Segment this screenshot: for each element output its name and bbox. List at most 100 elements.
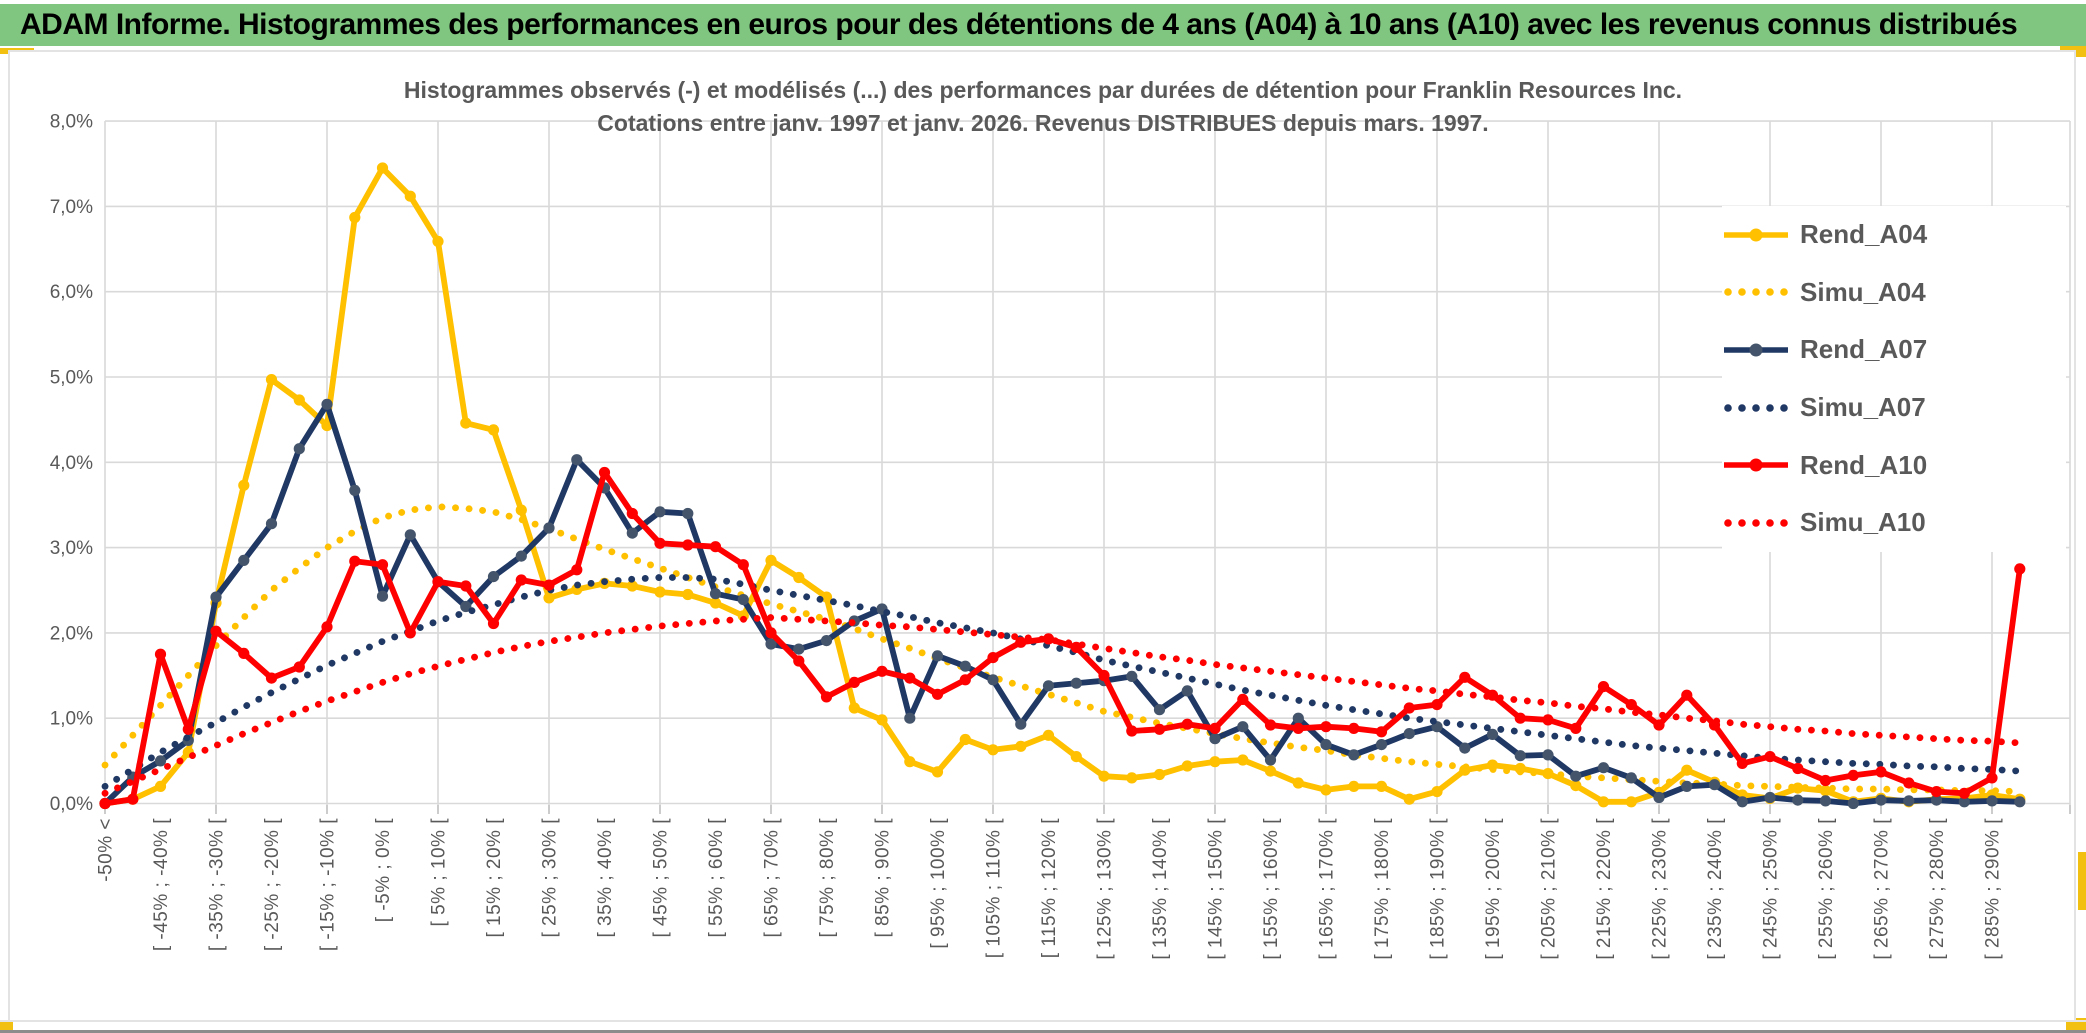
data-point [460, 580, 472, 592]
data-point [1764, 751, 1776, 763]
x-tick-label: [ 135% ; 140% [ [1150, 818, 1171, 960]
data-point [1986, 795, 1998, 807]
data-point [1237, 693, 1249, 706]
data-point [543, 522, 555, 534]
data-point [99, 797, 111, 810]
data-point [154, 755, 167, 767]
data-point [1181, 718, 1193, 730]
x-tick-label: [ 35% ; 40% [ [595, 818, 616, 938]
data-point [1264, 719, 1277, 731]
data-point [1764, 791, 1776, 804]
data-point [1348, 780, 1360, 793]
x-tick-label: [ 245% ; 250% [ [1761, 818, 1782, 960]
data-point [1542, 714, 1554, 726]
x-tick-label: [ 115% ; 120% [ [1039, 818, 1060, 958]
data-point [1375, 726, 1388, 738]
data-point [1459, 742, 1471, 754]
x-tick-label: [ 95% ; 100% [ [928, 818, 949, 949]
data-point [1126, 725, 1138, 737]
data-point [1736, 796, 1748, 808]
dotted-line-sample-icon [1724, 288, 1788, 297]
data-point [293, 394, 305, 406]
x-tick-label: [ -45% ; -40% [ [151, 818, 172, 951]
data-point [2014, 563, 2026, 575]
data-point [1042, 729, 1055, 741]
x-tick-label: [ 5% ; 10% [ [429, 818, 450, 927]
x-tick-label: [ 205% ; 210% [ [1539, 818, 1560, 960]
data-point [959, 674, 971, 686]
data-point [1264, 754, 1277, 766]
series-line-Simu_A10 [101, 614, 2024, 797]
data-point [987, 652, 999, 664]
data-point [793, 655, 805, 667]
data-point [1542, 749, 1554, 761]
data-point [1015, 740, 1027, 752]
data-point [1403, 793, 1415, 805]
data-point [1903, 777, 1915, 789]
data-point [1070, 751, 1082, 763]
data-point [2014, 796, 2026, 808]
data-point [1292, 712, 1304, 724]
data-point [1597, 762, 1610, 774]
data-point [1153, 723, 1166, 735]
data-point [1431, 786, 1443, 798]
data-point [238, 554, 250, 567]
data-point [1570, 722, 1582, 735]
data-point [321, 621, 333, 633]
legend-item-Rend_A10: Rend_A10 [1722, 436, 2066, 494]
data-point [737, 559, 749, 571]
data-point [682, 539, 694, 551]
data-point [460, 600, 472, 613]
data-point [709, 597, 722, 609]
page-title: ADAM Informe. Histogrammes des performan… [20, 8, 2018, 41]
data-point [654, 586, 666, 598]
data-point [1181, 760, 1193, 772]
data-point [265, 672, 278, 684]
data-point [1875, 794, 1887, 806]
data-point [1403, 702, 1415, 714]
data-point [376, 162, 389, 174]
solid-line-sample-icon [1724, 458, 1788, 472]
y-tick-label: 4,0% [50, 453, 93, 474]
solid-line-sample-icon [1724, 343, 1788, 357]
x-tick-label: [ 25% ; 30% [ [540, 818, 561, 938]
legend-item-Simu_A07: Simu_A07 [1722, 379, 2066, 437]
legend-item-label: Rend_A10 [1800, 449, 1928, 480]
data-point [515, 550, 527, 562]
y-tick-label: 6,0% [50, 282, 93, 303]
data-point [626, 580, 638, 592]
data-point [238, 647, 250, 660]
data-point [848, 676, 860, 689]
x-tick-label: [ 65% ; 70% [ [762, 818, 783, 938]
y-tick-label: 3,0% [50, 538, 93, 559]
data-point [404, 627, 416, 639]
data-point [876, 714, 888, 726]
data-point [1514, 712, 1526, 724]
y-axis-labels: 0,0% 1,0% 2,0% 3,0% 4,0% 5,0% 6,0% 7,0% 8,0% [50, 112, 93, 815]
data-point [931, 766, 944, 778]
data-point [1153, 704, 1166, 716]
solid-line-sample-icon [1724, 228, 1788, 242]
data-point [265, 374, 278, 386]
x-axis-labels: -50% < [ -45% ; -40% [[ -35% ; -30% [[ -2… [96, 818, 2004, 960]
data-point [293, 661, 305, 673]
data-point [182, 723, 194, 735]
dotted-line-sample-icon [1724, 403, 1788, 412]
legend-item-Simu_A10: Simu_A10 [1722, 494, 2066, 552]
legend-item-Rend_A04: Rend_A04 [1722, 206, 2066, 264]
data-point [1681, 689, 1693, 701]
data-point [820, 635, 833, 647]
series-line-Rend_A10 [104, 469, 2023, 807]
data-point [765, 627, 777, 639]
data-point [1126, 670, 1138, 683]
data-point [1209, 722, 1221, 735]
data-point [154, 780, 167, 793]
data-point [349, 484, 361, 496]
data-point [1736, 757, 1748, 770]
data-point [460, 417, 472, 429]
data-point [1597, 796, 1610, 808]
data-point [515, 504, 527, 516]
chart-legend: Rend_A04 Simu_A04 Rend_A07 Simu_A07 Rend_A10… [1722, 206, 2066, 552]
bottom-border [0, 1030, 2086, 1033]
